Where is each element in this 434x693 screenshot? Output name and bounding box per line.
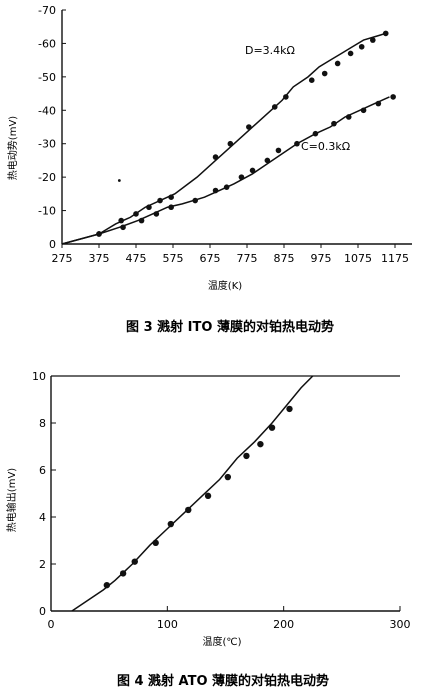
ito-series-d-point xyxy=(334,60,341,67)
ito-series-c-point xyxy=(264,157,271,164)
ito-series-d-point xyxy=(358,43,365,50)
ito-series-c-point xyxy=(249,167,256,174)
ato-series-point xyxy=(103,581,111,589)
ito-series-c-point xyxy=(168,204,174,211)
ito-series-d-point xyxy=(133,211,139,217)
ito-series-c-point xyxy=(360,107,367,114)
ito-series-d-point xyxy=(168,194,174,200)
ato-y-tick-label: 6 xyxy=(39,464,46,477)
ito-series-label-d: D=3.4kΩ xyxy=(245,44,295,57)
ito-y-tick-label: -50 xyxy=(38,71,56,84)
ito-y-axis-label: 热电动势(mV) xyxy=(6,116,19,180)
ito-series-c-line xyxy=(61,96,390,245)
ito-series-c-point xyxy=(192,197,198,204)
ito-series-d-point xyxy=(212,154,219,160)
ato-y-tick-label: 2 xyxy=(39,558,46,571)
ito-x-tick-label: 775 xyxy=(237,252,258,265)
ito-series-c-point xyxy=(312,130,319,137)
ito-x-tick-label: 475 xyxy=(126,252,147,265)
ito-series-c-point xyxy=(390,94,396,100)
ito-x-tick-label: 1075 xyxy=(344,252,372,265)
ato-series-point xyxy=(119,570,127,577)
ito-series-d-point xyxy=(308,77,315,83)
ito-series-c-point xyxy=(120,224,126,231)
ito-x-tick-label: 975 xyxy=(311,252,332,265)
ato-thermo-output-chart: 0 100 200 300 0 2 4 6 8 10 温度(℃) 热电输出(mV) 图 4 溅射… xyxy=(5,370,411,689)
ito-x-tick-label: 875 xyxy=(274,252,295,265)
ito-series-c-point xyxy=(275,147,282,154)
ito-series-d-point xyxy=(321,70,328,77)
ato-y-tick-label: 8 xyxy=(39,417,46,430)
ato-y-tick-label: 0 xyxy=(39,605,46,618)
ato-y-tick-label: 10 xyxy=(32,370,46,383)
ato-caption: 图 4 溅射 ATO 薄膜的对铂热电动势 xyxy=(117,673,329,689)
ito-series-c-point xyxy=(153,211,160,217)
ito-x-tick-label: 575 xyxy=(163,252,184,265)
ito-y-tick-label: -40 xyxy=(38,104,56,117)
ito-series-d-line xyxy=(61,32,386,245)
ato-x-tick-label: 0 xyxy=(48,618,55,631)
ito-caption: 图 3 溅射 ITO 薄膜的对铂热电动势 xyxy=(126,319,334,335)
ito-x-axis-label: 温度(K) xyxy=(208,279,242,292)
ato-series-point xyxy=(185,506,192,514)
ito-y-tick-label: 0 xyxy=(49,238,56,251)
ito-series-c-point xyxy=(331,120,337,127)
ito-series-d-point xyxy=(382,30,389,37)
ito-series-d-point xyxy=(118,217,124,224)
ato-series-point xyxy=(257,440,264,448)
ito-series-d-point xyxy=(227,140,234,147)
ito-series-d-point xyxy=(246,124,252,130)
ato-x-tick-label: 100 xyxy=(157,618,178,631)
ito-y-tick-label: -20 xyxy=(38,171,56,184)
ito-series-d-point xyxy=(146,204,152,211)
ito-series-d-point xyxy=(283,94,289,100)
ito-series-c-point xyxy=(345,114,352,120)
ito-thermo-emf-chart: 275 375 475 575 675 775 875 975 1075 1175 0 -10 -20… xyxy=(6,4,412,335)
ato-x-axis-label: 温度(℃) xyxy=(202,635,241,648)
ato-series-point xyxy=(167,520,175,528)
ato-series-point xyxy=(224,473,232,481)
ito-series-c-point xyxy=(294,140,300,147)
ato-series-point xyxy=(131,558,138,565)
ito-y-tick-label: -60 xyxy=(38,37,56,50)
ito-series-c-point xyxy=(223,184,230,190)
ito-x-tick-label: 375 xyxy=(89,252,110,265)
ato-series-point xyxy=(286,405,293,413)
ito-series-c-point xyxy=(96,231,102,237)
ato-y-tick-label: 4 xyxy=(39,511,46,524)
ito-series-d-point xyxy=(370,37,376,43)
ato-series-point xyxy=(152,539,159,547)
ito-x-tick-label: 1175 xyxy=(381,252,409,265)
ito-y-tick-label: -10 xyxy=(38,205,56,218)
ito-x-tick-label: 675 xyxy=(200,252,221,265)
ato-series-point xyxy=(268,424,276,431)
ito-series-d-point xyxy=(271,104,278,110)
ito-series-label-c: C=0.3kΩ xyxy=(301,140,350,153)
ito-series-c-point xyxy=(238,174,245,180)
ito-y-tick-label: -70 xyxy=(38,4,56,17)
ato-series-line xyxy=(71,375,314,612)
ito-stray-dot xyxy=(117,179,121,182)
ato-x-tick-label: 300 xyxy=(390,618,411,631)
ito-series-c-point xyxy=(375,100,382,107)
ito-series-d-point xyxy=(157,197,163,204)
ito-x-tick-label: 275 xyxy=(52,252,73,265)
ito-series-c-point xyxy=(212,187,219,194)
ito-series-d-point xyxy=(347,50,354,57)
ato-series-point xyxy=(243,452,250,460)
ato-series-point xyxy=(204,492,212,500)
ato-x-tick-label: 200 xyxy=(273,618,294,631)
ito-series-c-point xyxy=(138,217,145,224)
ato-y-axis-label: 热电输出(mV) xyxy=(5,468,18,532)
ito-y-tick-label: -30 xyxy=(38,138,56,151)
